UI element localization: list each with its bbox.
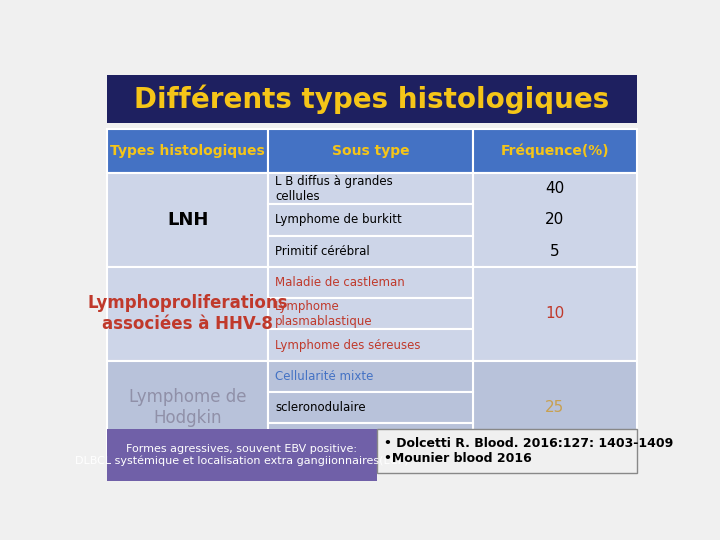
Text: Fréquence(%): Fréquence(%)	[500, 144, 609, 158]
Text: Primitif cérébral: Primitif cérébral	[275, 245, 370, 258]
Text: Lymphome de
Hodgkin: Lymphome de Hodgkin	[129, 388, 246, 427]
Bar	[269, 204, 472, 235]
Bar	[472, 129, 637, 173]
Bar	[472, 173, 637, 267]
Text: 25: 25	[545, 400, 564, 415]
Text: Lymphome
plasmablastique: Lymphome plasmablastique	[275, 300, 373, 328]
Bar	[107, 173, 269, 267]
Text: Cellularité mixte: Cellularité mixte	[275, 370, 374, 383]
Bar	[269, 235, 472, 267]
Text: Différents types histologiques: Différents types histologiques	[134, 84, 609, 114]
Text: 5: 5	[550, 244, 559, 259]
Text: Lymphoproliferations
associées à HHV-8: Lymphoproliferations associées à HHV-8	[87, 294, 288, 333]
Text: Maladie de castleman: Maladie de castleman	[275, 276, 405, 289]
Bar	[472, 361, 637, 455]
Text: LNH: LNH	[167, 211, 208, 229]
Text: 10: 10	[545, 306, 564, 321]
Bar	[269, 298, 472, 329]
Bar	[377, 429, 636, 473]
Bar	[269, 173, 472, 204]
Text: • Dolcetti R. Blood. 2016:127: 1403-1409
•Mounier blood 2016: • Dolcetti R. Blood. 2016:127: 1403-1409…	[384, 437, 673, 465]
Bar	[269, 267, 472, 298]
Bar	[269, 423, 472, 455]
Bar	[472, 267, 637, 361]
Text: 20: 20	[545, 212, 564, 227]
Bar	[107, 129, 269, 173]
Bar	[107, 267, 269, 361]
Text: Lymphome de burkitt: Lymphome de burkitt	[275, 213, 402, 226]
Text: Lymphome des séreuses: Lymphome des séreuses	[275, 339, 420, 352]
Bar	[269, 129, 472, 173]
Text: 40: 40	[545, 181, 564, 196]
Bar	[269, 392, 472, 423]
Bar	[107, 361, 269, 455]
Text: L B diffus à grandes
cellules: L B diffus à grandes cellules	[275, 174, 393, 202]
Bar	[269, 361, 472, 392]
Text: scleronodulaire: scleronodulaire	[275, 401, 366, 414]
Bar	[107, 429, 377, 481]
Bar	[107, 75, 637, 123]
Text: Types histologiques: Types histologiques	[110, 144, 265, 158]
Text: Déplétion lymphocytaire: Déplétion lymphocytaire	[275, 433, 421, 446]
Text: Sous type: Sous type	[332, 144, 409, 158]
Text: Formes agressives, souvent EBV positive:
DLBCL systémique et localisation extra : Formes agressives, souvent EBV positive:…	[75, 443, 409, 465]
Bar	[269, 329, 472, 361]
